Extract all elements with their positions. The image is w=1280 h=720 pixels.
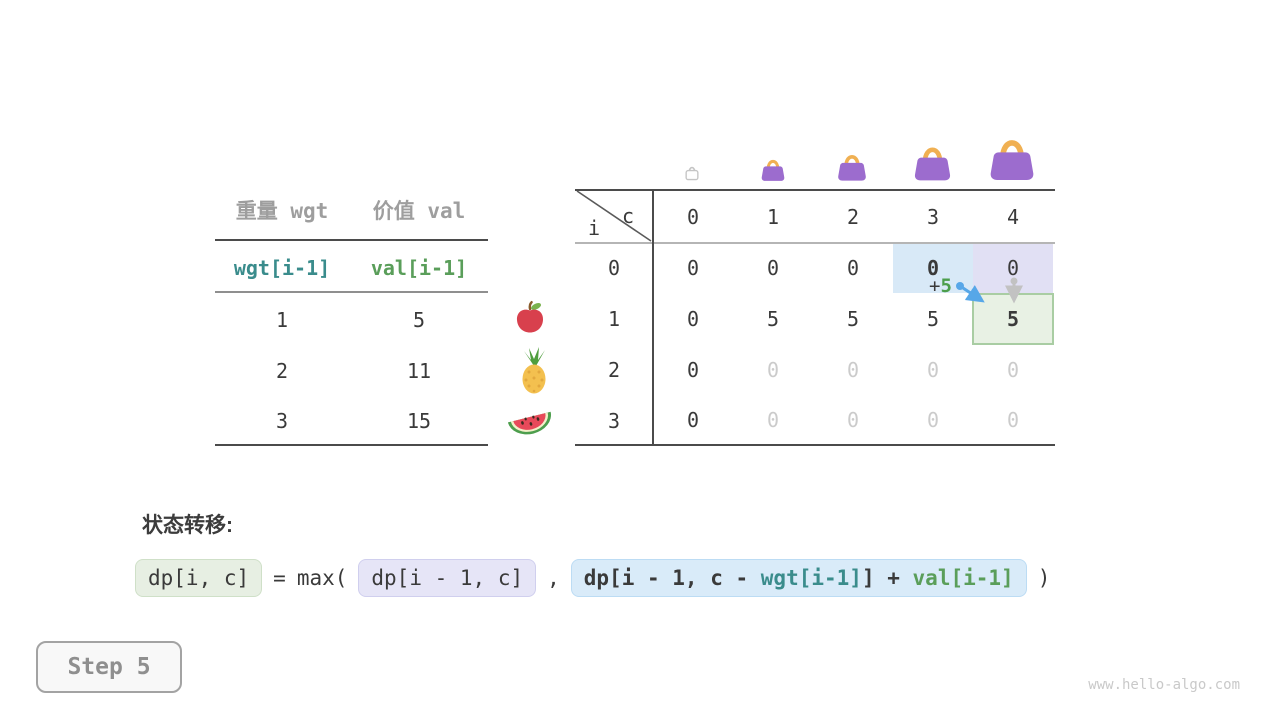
dp-cell: 0 [846,408,860,432]
watermark: www.hello-algo.com [1088,677,1240,693]
arg-take-wgt: wgt[i-1] [760,566,862,590]
dp-cell: 5 [926,307,940,331]
formula-lhs: dp[i, c] [135,559,263,597]
item-value: 5 [412,308,426,332]
dp-col-header: 0 [686,205,700,229]
item-weight: 1 [275,308,289,332]
dp-cell-target: 5 [1006,307,1020,331]
gain-value: 5 [940,275,952,297]
arg-take-val: val[i-1] [912,566,1014,590]
arg-take-pre: dp[i - 1, c - [583,566,761,590]
items-table-index-wgt: wgt[i-1] [233,256,331,280]
transition-gain-annotation: +5 [929,276,952,296]
item-weight: 2 [275,359,289,383]
items-table-index-val: val[i-1] [370,256,468,280]
dp-cell: 0 [686,256,700,280]
dp-cell: 0 [846,256,860,280]
arg-take-bracket: ] [861,566,875,590]
step-indicator[interactable]: Step 5 [36,641,182,693]
items-table-bottom-rule [215,444,488,446]
dp-cell: 0 [926,408,940,432]
dp-cell: 0 [1006,408,1020,432]
axis-label-i: i [588,216,601,240]
dp-cell: 0 [926,358,940,382]
dp-row-header: 2 [607,358,621,382]
item-value: 11 [406,359,432,383]
dp-cell: 0 [686,307,700,331]
dp-cell: 0 [766,256,780,280]
dp-cell: 0 [686,408,700,432]
apple-icon [512,299,548,339]
items-table-index-rule [215,291,488,293]
dp-row-header: 1 [607,307,621,331]
bag-icon [990,140,1034,180]
dp-cell: 0 [766,358,780,382]
formula-arg-skip: dp[i - 1, c] [358,559,537,597]
dp-col-header: 3 [926,205,940,229]
dp-table-header-rule [575,242,1055,244]
watermelon-icon [504,400,556,444]
dp-table-top-rule [575,189,1055,191]
close-paren: ) [1037,566,1051,590]
max-function: max( [296,566,348,590]
bag-icon [914,147,951,181]
dp-cell: 0 [686,358,700,382]
items-table-header-value: 价值 val [372,199,466,223]
items-table-header-weight: 重量 wgt [235,199,329,223]
dp-col-header: 2 [846,205,860,229]
axis-label-c: c [622,204,635,228]
dp-cell: 5 [846,307,860,331]
state-transition-formula: dp[i, c] = max( dp[i - 1, c] , dp[i - 1,… [135,559,1050,597]
formula-arg-take: dp[i - 1, c - wgt[i-1]] + val[i-1] [570,559,1027,597]
bag-ghost-icon [685,166,699,181]
dp-col-header: 1 [766,205,780,229]
arg-take-plus: + [874,566,913,590]
item-value: 15 [406,409,432,433]
dp-cell: 0 [1006,358,1020,382]
state-transition-label: 状态转移: [142,514,233,537]
dp-cell: 5 [766,307,780,331]
pineapple-icon [516,347,552,399]
item-weight: 3 [275,409,289,433]
items-table-header-rule [215,239,488,241]
dp-table-bottom-rule [575,444,1055,446]
comma: , [547,566,560,590]
dp-row-header: 0 [607,256,621,280]
dp-cell-source-skip: 0 [1006,256,1020,280]
plus-sign: + [929,275,941,297]
dp-cell: 0 [846,358,860,382]
bag-icon [838,155,866,181]
dp-table-vertical-rule [652,189,654,446]
dp-cell-source-take: 0 [926,256,940,280]
dp-row-header: 3 [607,409,621,433]
dp-cell: 0 [766,408,780,432]
equals-sign: = [273,566,286,590]
dp-col-header: 4 [1006,205,1020,229]
bag-icon [761,159,785,181]
